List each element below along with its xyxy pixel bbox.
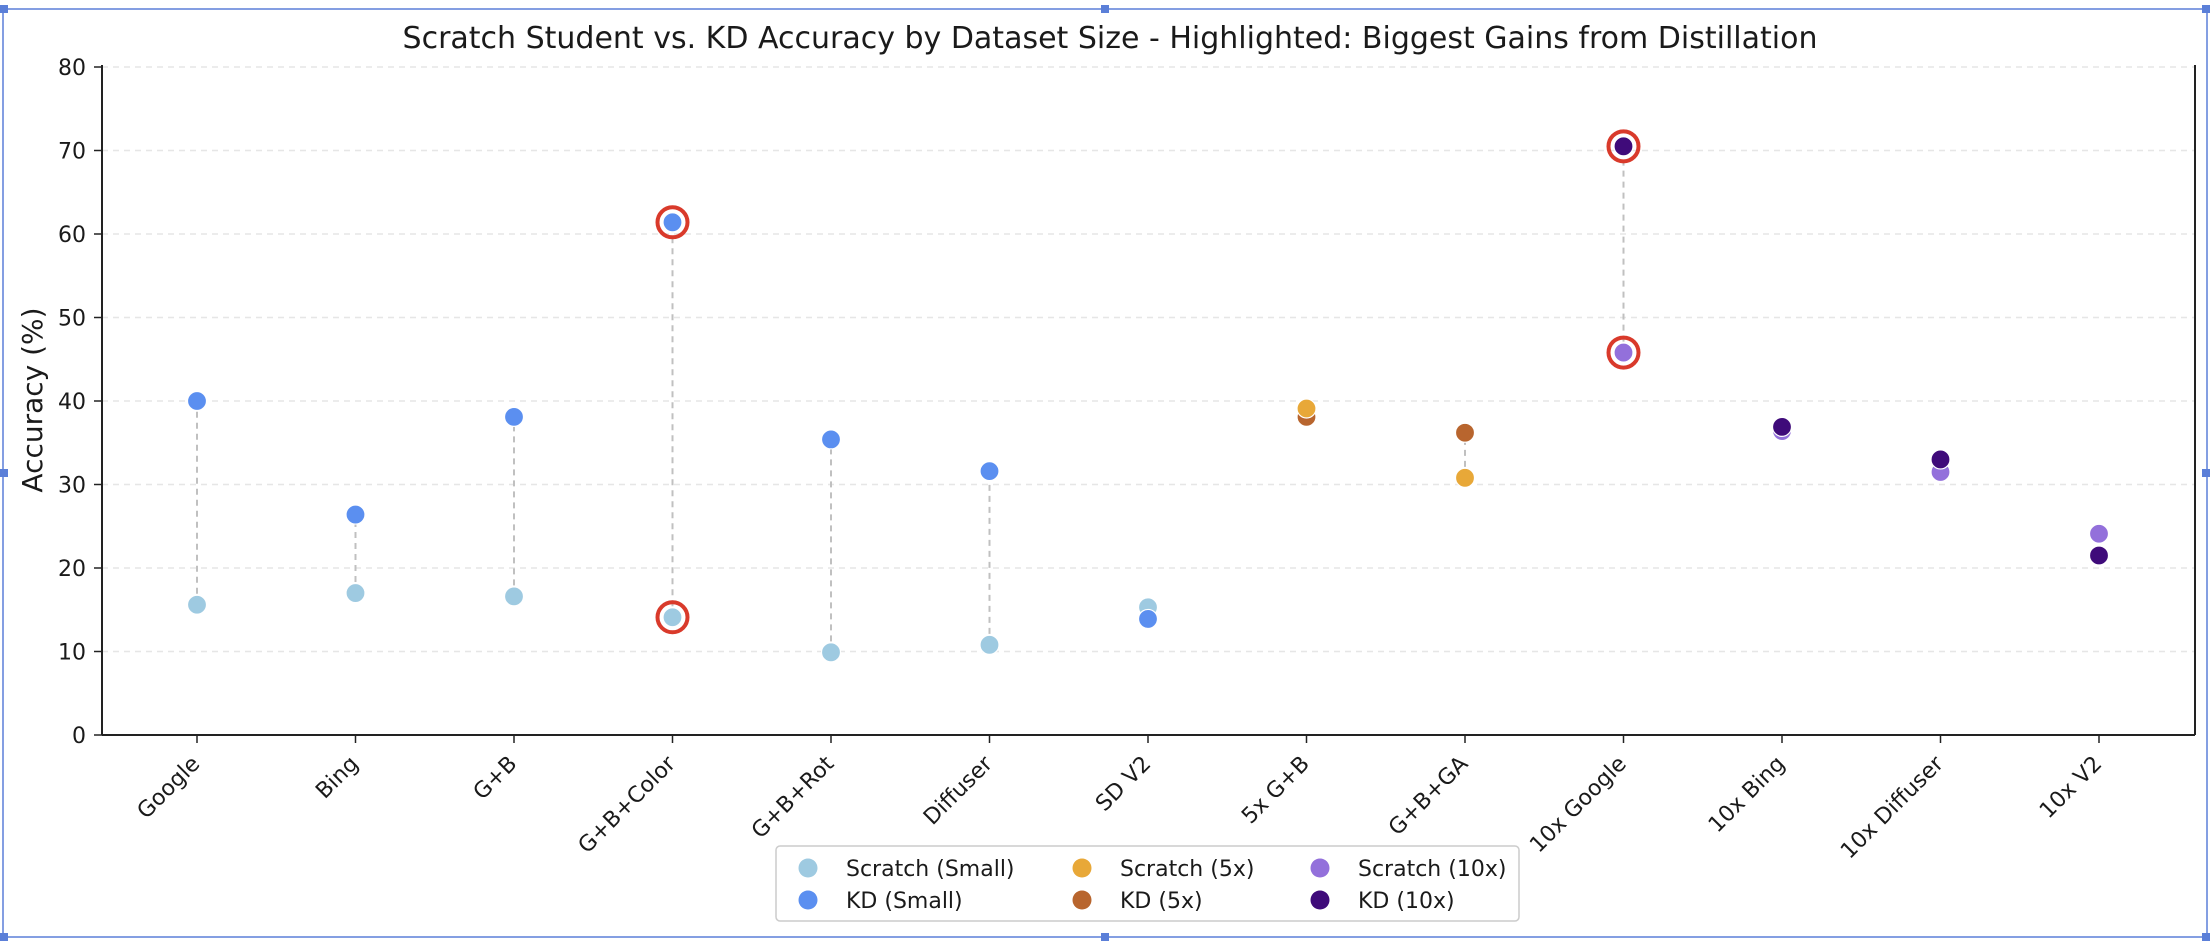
x-tick-label: G+B bbox=[469, 752, 522, 805]
axes bbox=[101, 65, 2196, 736]
x-ticks: Google Bing G+B G+B+Color G+B+Rot Diffuser SD … bbox=[133, 735, 2107, 864]
x-tick-label: 10x Diffuser bbox=[1836, 751, 1949, 864]
kd-point bbox=[1137, 608, 1159, 630]
legend-marker bbox=[1072, 890, 1092, 910]
kd-point bbox=[820, 429, 842, 450]
legend-marker bbox=[798, 890, 818, 910]
y-tick-label: 20 bbox=[58, 557, 86, 582]
x-tick-label: 10x Bing bbox=[1704, 752, 1790, 838]
scratch-point bbox=[1454, 467, 1476, 488]
scratch-point bbox=[820, 642, 842, 663]
kd-point bbox=[1930, 449, 1951, 470]
legend-label: Scratch (10x) bbox=[1358, 857, 1506, 882]
y-tick-label: 60 bbox=[58, 223, 86, 248]
scratch-point bbox=[186, 594, 208, 615]
y-tick-label: 0 bbox=[72, 724, 86, 749]
y-ticks: 0 10 20 30 40 50 60 70 80 bbox=[58, 56, 102, 749]
kd-point bbox=[186, 390, 208, 412]
legend-marker bbox=[1072, 858, 1092, 878]
legend-marker bbox=[1310, 858, 1330, 878]
highlight-ring bbox=[655, 205, 690, 240]
y-tick-label: 10 bbox=[58, 641, 86, 666]
legend-marker bbox=[1310, 890, 1330, 910]
highlight-ring bbox=[655, 600, 690, 635]
selection-handle-bottom-center[interactable] bbox=[1101, 933, 1109, 941]
x-tick-label: 5x G+B bbox=[1237, 752, 1314, 829]
kd-point bbox=[1771, 416, 1793, 437]
legend-label: KD (5x) bbox=[1120, 889, 1203, 914]
kd-point bbox=[1613, 136, 1634, 157]
legend-label: Scratch (5x) bbox=[1120, 857, 1254, 882]
highlight-ring bbox=[1606, 129, 1641, 164]
y-tick-label: 80 bbox=[58, 56, 86, 81]
x-tick-label: G+B+GA bbox=[1384, 752, 1473, 841]
selection-handle-middle-left[interactable] bbox=[0, 469, 8, 477]
selection-handle-bottom-left[interactable] bbox=[0, 933, 8, 941]
selection-handle-top-right[interactable] bbox=[2202, 5, 2210, 13]
y-tick-label: 50 bbox=[58, 307, 86, 332]
data-points bbox=[186, 136, 2110, 663]
legend-label: Scratch (Small) bbox=[846, 857, 1015, 882]
legend-label: KD (10x) bbox=[1358, 889, 1455, 914]
scratch-point bbox=[1613, 342, 1634, 363]
selection-handle-top-center[interactable] bbox=[1101, 5, 1109, 13]
highlight-ring bbox=[1606, 335, 1641, 370]
x-tick-label: Google bbox=[133, 752, 206, 825]
x-tick-label: 10x Google bbox=[1525, 752, 1631, 858]
scratch-point bbox=[979, 634, 1000, 655]
kd-point bbox=[345, 504, 366, 525]
kd-point bbox=[662, 212, 683, 233]
scratch-point bbox=[345, 582, 366, 604]
selection-handle-middle-right[interactable] bbox=[2202, 469, 2210, 477]
scratch-point bbox=[2088, 523, 2110, 544]
kd-point bbox=[1454, 422, 1476, 443]
chart-title: Scratch Student vs. KD Accuracy by Datas… bbox=[403, 21, 1818, 56]
connectors bbox=[196, 146, 1625, 653]
legend-marker bbox=[798, 858, 818, 878]
x-tick-label: 10x V2 bbox=[2035, 752, 2107, 824]
selection-handle-bottom-right[interactable] bbox=[2202, 933, 2210, 941]
y-tick-label: 30 bbox=[58, 474, 86, 499]
legend-label: KD (Small) bbox=[846, 889, 963, 914]
legend-box bbox=[775, 845, 1520, 922]
y-tick-label: 40 bbox=[58, 390, 86, 415]
kd-point bbox=[503, 406, 525, 427]
scratch-point bbox=[503, 586, 525, 607]
x-tick-label: G+B+Rot bbox=[747, 751, 839, 843]
highlight-rings bbox=[655, 129, 1641, 635]
legend: Scratch (Small) KD (Small) Scratch (5x) KD … bbox=[775, 845, 1520, 922]
selection-handle-top-left[interactable] bbox=[0, 5, 8, 13]
x-tick-label: Bing bbox=[311, 752, 363, 804]
kd-point bbox=[2088, 545, 2110, 566]
scratch-point bbox=[1296, 398, 1317, 419]
x-tick-label: Diffuser bbox=[919, 751, 998, 830]
x-tick-label: G+B+Color bbox=[574, 751, 682, 859]
y-axis-label: Accuracy (%) bbox=[16, 307, 49, 492]
x-tick-label: SD V2 bbox=[1091, 752, 1156, 817]
scratch-point bbox=[662, 607, 683, 628]
y-tick-label: 70 bbox=[58, 140, 86, 165]
grid-lines bbox=[102, 66, 2195, 653]
kd-point bbox=[979, 461, 1000, 482]
